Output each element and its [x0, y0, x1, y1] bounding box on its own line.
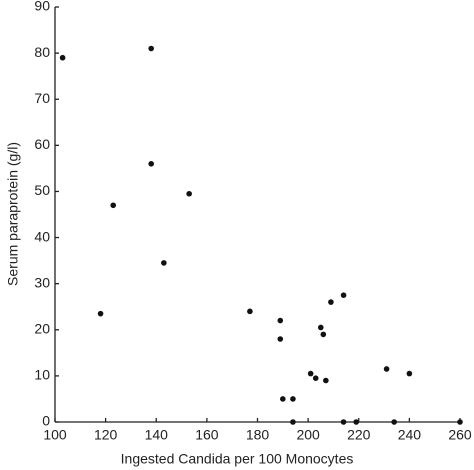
point — [277, 317, 284, 324]
x-tick-label: 120 — [94, 427, 118, 443]
point — [323, 377, 329, 384]
point — [340, 292, 347, 298]
x-tick-label: 180 — [246, 427, 270, 443]
point — [97, 310, 104, 317]
point — [457, 419, 463, 425]
point — [280, 396, 286, 402]
point — [328, 299, 334, 305]
point — [406, 370, 413, 377]
y-tick-label: 90 — [34, 0, 50, 14]
x-tick-label: 260 — [448, 427, 472, 443]
point — [161, 260, 167, 266]
point — [59, 54, 66, 61]
x-tick-label: 240 — [398, 427, 422, 443]
point — [317, 324, 324, 331]
y-tick-label: 60 — [34, 136, 50, 152]
y-axis-label: Serum paraprotein (g/l) — [5, 142, 21, 286]
point — [383, 366, 390, 372]
point — [148, 45, 154, 52]
point — [186, 190, 192, 197]
y-tick-label: 0 — [42, 413, 50, 429]
point — [277, 336, 284, 342]
point — [247, 308, 253, 315]
x-axis-label: Ingested Candida per 100 Monocytes — [121, 451, 354, 467]
x-tick-label: 160 — [195, 427, 219, 443]
x-tick-label: 140 — [145, 427, 169, 443]
y-tick-label: 80 — [34, 44, 50, 60]
point — [312, 375, 319, 381]
point — [290, 396, 296, 402]
y-tick-label: 20 — [34, 320, 50, 336]
point — [290, 419, 296, 425]
point — [110, 202, 117, 209]
y-tick-label: 70 — [34, 90, 50, 106]
point — [391, 419, 397, 425]
point — [353, 419, 360, 425]
x-tick-label: 220 — [347, 427, 371, 443]
y-tick-label: 50 — [34, 182, 50, 198]
point — [148, 160, 154, 167]
x-tick-label: 200 — [296, 427, 320, 443]
x-tick-label: 100 — [43, 427, 67, 443]
y-tick-label: 10 — [34, 367, 50, 383]
point — [320, 331, 327, 338]
y-tick-label: 40 — [34, 228, 50, 244]
point — [307, 370, 314, 377]
point — [340, 419, 347, 425]
y-tick-label: 30 — [34, 274, 50, 290]
